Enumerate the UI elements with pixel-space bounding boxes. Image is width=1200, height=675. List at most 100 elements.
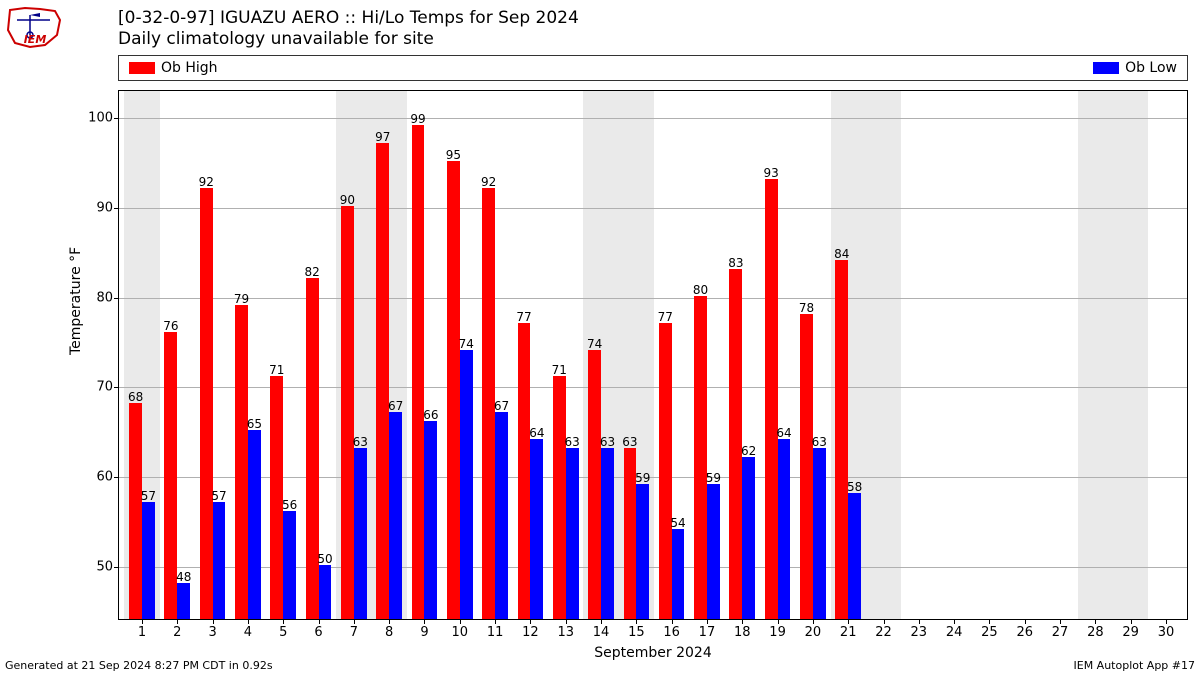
bar-label-high: 95 [446,148,461,162]
gridline [119,118,1187,119]
weekend-band [1113,91,1148,619]
xtick-label: 11 [487,625,504,640]
footer-app: IEM Autoplot App #17 [1074,659,1196,672]
bar-label-low: 66 [423,408,438,422]
ytick-label: 50 [96,560,113,575]
xtick-mark [954,619,955,624]
bar-high [306,278,319,619]
xtick-mark [989,619,990,624]
bar-high [447,161,460,619]
xtick-label: 21 [840,625,857,640]
ytick-mark [114,387,119,388]
xtick-mark [672,619,673,624]
xtick-label: 7 [350,625,358,640]
bar-label-low: 56 [282,498,297,512]
bar-label-low: 63 [565,435,580,449]
bar-label-high: 68 [128,390,143,404]
xtick-label: 17 [699,625,716,640]
xtick-mark [495,619,496,624]
xtick-mark [389,619,390,624]
bar-low [319,565,332,619]
bar-high [694,296,707,619]
xtick-label: 13 [557,625,574,640]
bar-low [495,412,508,619]
bar-label-low: 65 [247,417,262,431]
xtick-mark [460,619,461,624]
xtick-label: 4 [244,625,252,640]
xtick-mark [530,619,531,624]
bar-high [800,314,813,619]
bar-high [376,143,389,619]
xtick-mark [778,619,779,624]
bar-high [129,403,142,619]
bar-label-low: 50 [317,552,332,566]
bar-label-high: 80 [693,283,708,297]
bar-label-high: 79 [234,292,249,306]
bar-high [835,260,848,619]
xtick-label: 5 [279,625,287,640]
gridline [119,208,1187,209]
legend-swatch-low [1093,62,1119,74]
iem-logo: IEM [5,5,65,50]
bar-label-low: 62 [741,444,756,458]
bar-label-low: 67 [494,399,509,413]
xtick-mark [248,619,249,624]
bar-label-high: 71 [552,363,567,377]
bar-label-low: 57 [211,489,226,503]
xtick-mark [848,619,849,624]
xtick-label: 9 [420,625,428,640]
bar-label-high: 92 [481,175,496,189]
xtick-label: 14 [593,625,610,640]
weekend-band [1078,91,1113,619]
bar-label-high: 71 [269,363,284,377]
bar-label-low: 48 [176,570,191,584]
bar-low [142,502,155,619]
ytick-mark [114,477,119,478]
bar-low [424,421,437,619]
bar-low [601,448,614,619]
ytick-label: 60 [96,470,113,485]
bar-label-low: 59 [706,471,721,485]
ytick-label: 90 [96,200,113,215]
bar-low [813,448,826,619]
xtick-mark [142,619,143,624]
bar-high [518,323,531,619]
bar-low [566,448,579,619]
bar-low [742,457,755,619]
bar-low [848,493,861,619]
bar-low [248,430,261,619]
bar-high [341,206,354,619]
ytick-label: 70 [96,380,113,395]
bar-label-low: 63 [353,435,368,449]
ytick-label: 80 [96,290,113,305]
bar-label-low: 64 [529,426,544,440]
legend-item-low: Ob Low [1093,60,1177,76]
xtick-label: 28 [1087,625,1104,640]
title-line-1: [0-32-0-97] IGUAZU AERO :: Hi/Lo Temps f… [118,8,579,29]
bar-label-high: 90 [340,193,355,207]
xtick-mark [424,619,425,624]
xtick-mark [354,619,355,624]
svg-text:IEM: IEM [24,33,47,46]
bar-low [707,484,720,619]
xtick-mark [884,619,885,624]
ytick-mark [114,208,119,209]
xtick-label: 3 [208,625,216,640]
bar-label-high: 74 [587,337,602,351]
bar-label-low: 57 [141,489,156,503]
weekend-band [866,91,901,619]
chart-plot-area: 5060708090100123456789101112131415161718… [118,90,1188,620]
bar-low [283,511,296,619]
bar-label-high: 82 [304,265,319,279]
bar-label-low: 59 [635,471,650,485]
legend-label-low: Ob Low [1125,60,1177,76]
xtick-mark [177,619,178,624]
xtick-mark [1060,619,1061,624]
bar-label-high: 93 [764,166,779,180]
xtick-label: 22 [875,625,892,640]
xtick-mark [1095,619,1096,624]
xtick-label: 1 [138,625,146,640]
ytick-mark [114,298,119,299]
bar-low [460,350,473,619]
xtick-label: 6 [314,625,322,640]
